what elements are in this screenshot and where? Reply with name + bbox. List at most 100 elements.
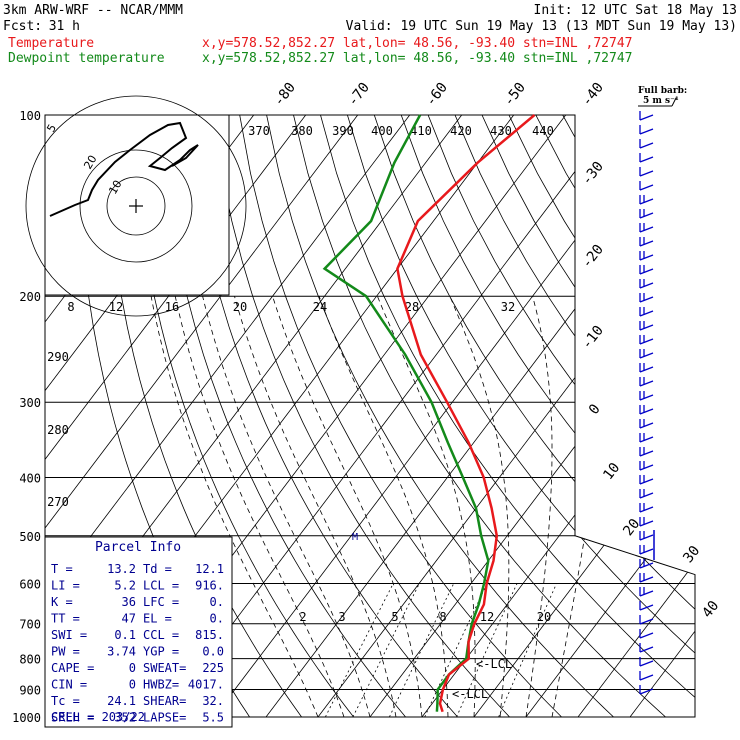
- parcel-info-cell: 0.: [210, 612, 224, 626]
- parcel-info-cell: 0: [129, 661, 136, 675]
- wind-barb: [639, 324, 654, 331]
- parcel-info-cell: 4017.: [188, 678, 224, 692]
- wind-barb: [639, 422, 654, 429]
- wind-barb: [639, 352, 654, 359]
- mixing-ratio-label: 2: [299, 610, 306, 624]
- wind-barb: [639, 492, 654, 499]
- dewpoint-location: x,y=578.52,852.27 lat,lon= 48.56, -93.40…: [202, 51, 632, 66]
- mean-wind-marker: M: [352, 532, 358, 543]
- theta-label: 420: [450, 124, 472, 138]
- mixing-ratio-line: [498, 583, 557, 717]
- wind-barb: [639, 520, 654, 527]
- parcel-info-cell: 0: [129, 678, 136, 692]
- temperature-tick-label: 40: [699, 598, 722, 621]
- parcel-info-cell: TT =: [51, 612, 80, 626]
- isotherm: [45, 115, 411, 717]
- temperature-legend: Temperature: [8, 36, 94, 51]
- valid-time: Valid: 19 UTC Sun 19 May 13 (13 MDT Sun …: [346, 19, 737, 34]
- isotherm: [473, 115, 695, 717]
- hodo-label-20: 20: [81, 153, 99, 172]
- dry-adiabat: [589, 115, 695, 717]
- mixing-ratio-line: [389, 583, 455, 717]
- speed-label: 16: [165, 300, 179, 314]
- parcel-info-cell: 47: [122, 612, 136, 626]
- parcel-info-cell: LFC =: [143, 595, 179, 609]
- wind-barb: [639, 156, 654, 163]
- theta-label: 430: [490, 124, 512, 138]
- pressure-label-700: 700: [19, 618, 41, 632]
- wind-barb: [639, 338, 654, 345]
- temperature-tick-label: -20: [579, 242, 607, 272]
- theta-label: 380: [291, 124, 313, 138]
- dry-adiabat: [616, 115, 695, 717]
- parcel-info-cell: Td =: [143, 562, 172, 576]
- wind-barb: [639, 562, 654, 569]
- pressure-label-900: 900: [19, 683, 41, 697]
- dry-adiabat: [427, 115, 695, 717]
- pressure-label-800: 800: [19, 653, 41, 667]
- moist-adiabat: [449, 296, 510, 717]
- parcel-info-cell: PW =: [51, 645, 80, 659]
- dry-adiabat: [562, 115, 695, 717]
- parcel-info-box: Parcel Info T = 13.2 Td = 12.1 LI = 5.2 LCL = 9…: [44, 536, 233, 728]
- isotherm: [213, 115, 671, 717]
- wind-barb: [639, 184, 654, 191]
- wind-barb: [639, 282, 654, 289]
- dry-adiabat: [535, 115, 695, 717]
- isotherm: [161, 115, 619, 717]
- dewpoint-legend: Dewpoint temperature: [8, 51, 165, 66]
- speed-label: 20: [233, 300, 247, 314]
- parcel-info-cell: CAPE =: [51, 661, 94, 675]
- parcel-info-cell: 12.1: [195, 562, 224, 576]
- parcel-info-cell: SHEAR=: [143, 694, 186, 708]
- wind-barb: [639, 198, 654, 205]
- wind-barb: [639, 240, 654, 247]
- isotherm: [525, 115, 695, 717]
- parcel-info-cell: 24.1: [107, 694, 136, 708]
- mixing-ratio-label: 3: [338, 610, 345, 624]
- parcel-info-cell: CIN =: [51, 678, 87, 692]
- wind-barb: [639, 632, 654, 639]
- dry-adiabat: [185, 115, 458, 717]
- hodo-label-10: 10: [106, 178, 124, 197]
- parcel-info-cell: 0.1: [114, 628, 136, 642]
- isotherm: [317, 115, 695, 717]
- dry-adiabat: [266, 115, 614, 717]
- moist-adiabat: [377, 296, 476, 717]
- parcel-info-cell: K =: [51, 595, 73, 609]
- fcst-label: Fcst:: [3, 19, 42, 34]
- hodograph-inset: 5 20 10: [25, 95, 247, 317]
- wind-barb: [639, 226, 654, 233]
- dry-adiabat: [508, 115, 695, 717]
- temperature-location: x,y=578.52,852.27 lat,lon= 48.56, -93.40…: [202, 36, 632, 51]
- speed-label: 8: [67, 300, 74, 314]
- moist-adiabat: [525, 296, 553, 717]
- dry-adiabat: [212, 115, 510, 717]
- init-time: Init: 12 UTC Sat 18 May 13: [534, 3, 738, 18]
- parcel-info-cell: 3.74: [107, 645, 136, 659]
- wind-barb: [639, 450, 654, 457]
- wind-barb: [639, 604, 654, 611]
- mixing-ratio-line: [325, 583, 394, 717]
- wind-barb: [639, 674, 654, 681]
- wind-barb: [639, 660, 654, 667]
- model-title: 3km ARW-WRF -- NCAR/MMM: [3, 3, 183, 18]
- lcl-label: <-LCL: [476, 657, 512, 671]
- wind-barb: [639, 310, 654, 317]
- wind-barb: [639, 268, 654, 275]
- mixing-ratio-label: 20: [537, 610, 551, 624]
- wind-barb: [639, 548, 654, 555]
- barb-legend-line1: Full barb:: [638, 86, 687, 96]
- moist-adiabat: [272, 296, 423, 717]
- wind-barb: [639, 534, 654, 541]
- temperature-tick-label: 30: [680, 543, 703, 566]
- wind-barb: [639, 646, 654, 653]
- temperature-tick-label: 0: [586, 401, 604, 417]
- wind-barb: [639, 142, 654, 149]
- dry-adiabat: [239, 115, 562, 717]
- temperature-profile: [396, 114, 536, 713]
- lcl-label: <-LCL: [452, 687, 488, 701]
- wind-barb: [639, 380, 654, 387]
- parcel-info-cell: 352: [114, 711, 136, 725]
- wind-barb: [639, 436, 654, 443]
